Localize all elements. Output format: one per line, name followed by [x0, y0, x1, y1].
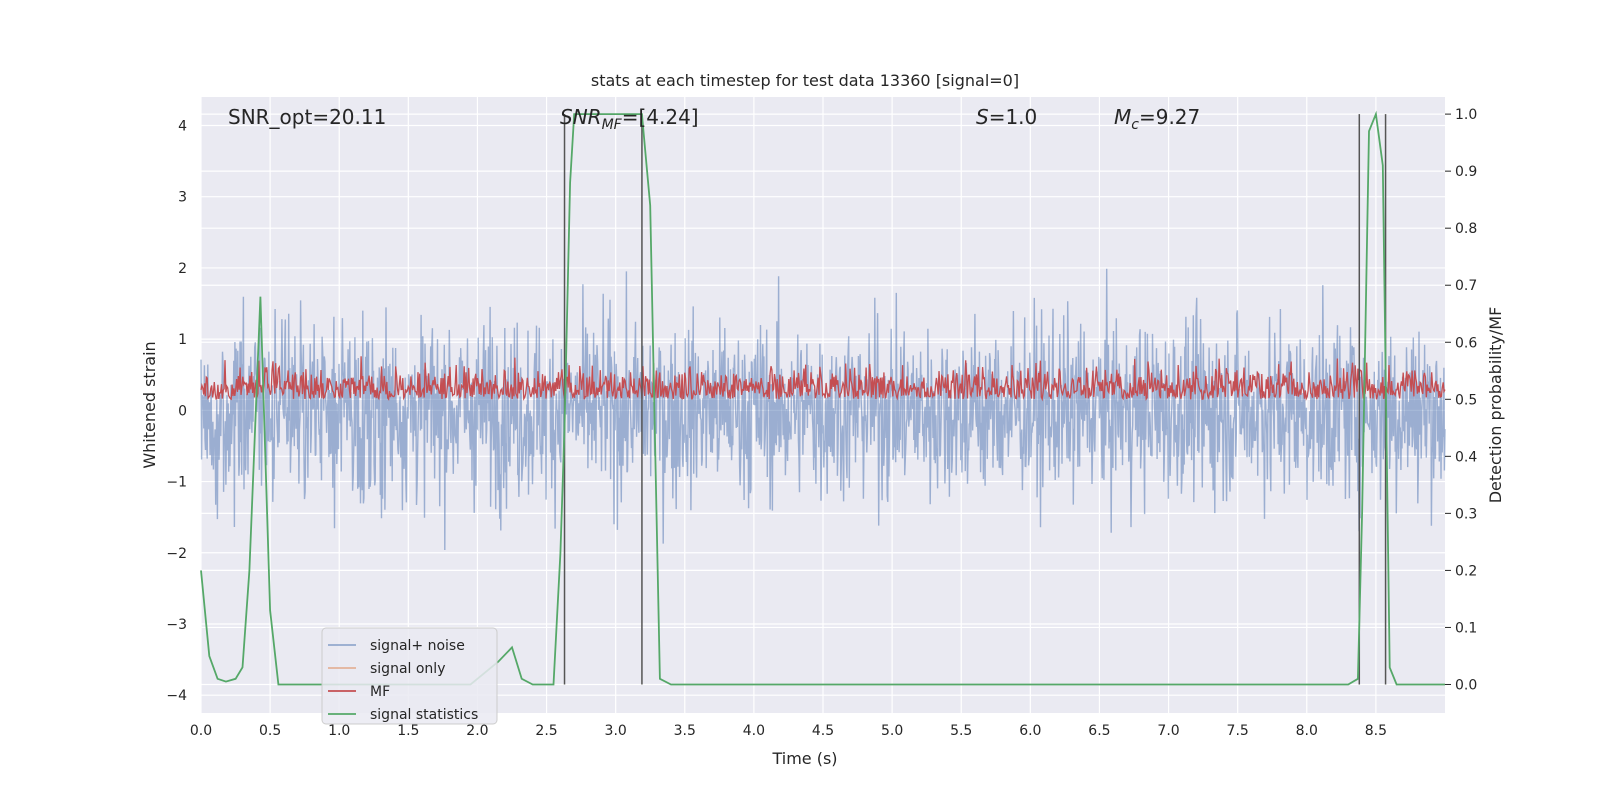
- signal-statistics-line: [200, 110, 1445, 686]
- y-right-axis-ticks: 1.0 0.9 0.8 0.7 0.6 0.5 0.4 0.3 0.2 0.1 0.0: [1445, 107, 1477, 693]
- legend-box: [321, 627, 498, 725]
- y-tick-label: 2: [178, 261, 187, 277]
- chart-title: stats at each timestep for test data 133…: [591, 71, 1019, 90]
- y-tick-label: −3: [166, 617, 187, 633]
- y-right-tick-label: 0.1: [1455, 620, 1477, 636]
- x-tick-label: 8.0: [1296, 723, 1318, 739]
- x-tick-label: 7.5: [1227, 723, 1249, 739]
- x-tick-label: 1.0: [328, 723, 350, 739]
- mf-line: [200, 356, 1446, 402]
- y-tick-label: −4: [166, 688, 187, 704]
- annotation-mc-sub: c: [1131, 117, 1139, 133]
- y-right-tick-label: 0.9: [1455, 164, 1477, 180]
- x-tick-label: 5.5: [950, 723, 972, 739]
- annotation-snr-mf-sub: MF: [602, 117, 623, 133]
- x-tick-label: 3.5: [674, 723, 696, 739]
- annotation-mc: Mc=9.27: [1114, 105, 1200, 133]
- x-tick-label: 0.0: [190, 723, 212, 739]
- y-right-axis-label: Detection probability/MF: [1486, 307, 1505, 504]
- x-tick-label: 7.0: [1157, 723, 1179, 739]
- x-tick-label: 6.5: [1088, 723, 1110, 739]
- x-tick-label: 5.0: [881, 723, 903, 739]
- y-tick-label: 3: [178, 190, 187, 206]
- y-tick-label: 4: [178, 118, 187, 134]
- annotation-snr-mf-base: SNR: [560, 105, 602, 129]
- annotation-snr-mf: SNRMF=[4.24]: [560, 105, 699, 133]
- signal-noise-line: [200, 268, 1446, 551]
- y-axis-ticks: 4 3 2 1 0 −1 −2 −3 −4: [166, 118, 187, 704]
- legend-label: signal only: [370, 661, 445, 677]
- y-right-tick-label: 0.0: [1455, 677, 1477, 693]
- x-tick-label: 4.5: [812, 723, 834, 739]
- annotation-s: S=1.0: [976, 105, 1037, 129]
- annotation-mc-value: =9.27: [1139, 105, 1200, 129]
- x-axis-label: Time (s): [771, 749, 837, 768]
- annotation-snr-mf-value: =[4.24]: [622, 105, 699, 129]
- y-right-tick-label: 0.5: [1455, 392, 1477, 408]
- y-right-tick-label: 1.0: [1455, 107, 1477, 123]
- y-right-tick-label: 0.6: [1455, 335, 1477, 351]
- x-tick-label: 0.5: [259, 723, 281, 739]
- x-tick-label: 3.0: [605, 723, 627, 739]
- y-right-tick-label: 0.8: [1455, 221, 1477, 237]
- x-tick-label: 2.0: [466, 723, 488, 739]
- y-axis-label: Whitened strain: [140, 341, 159, 468]
- legend-label: signal statistics: [370, 707, 478, 723]
- x-tick-label: 8.5: [1365, 723, 1387, 739]
- annotation-s-value: =1.0: [989, 105, 1038, 129]
- y-tick-label: −1: [166, 475, 187, 491]
- annotation-snr-opt: SNR_opt=20.11: [228, 105, 386, 129]
- y-right-tick-label: 0.3: [1455, 506, 1477, 522]
- y-right-tick-label: 0.2: [1455, 563, 1477, 579]
- x-tick-label: 1.5: [397, 723, 419, 739]
- x-tick-label: 2.5: [535, 723, 557, 739]
- series-mf: [200, 356, 1446, 402]
- legend-label: MF: [370, 684, 390, 700]
- series-signal-noise: [200, 268, 1446, 551]
- y-tick-label: 0: [178, 403, 187, 419]
- x-tick-label: 4.0: [743, 723, 765, 739]
- y-right-tick-label: 0.4: [1455, 449, 1477, 465]
- annotation-mc-var: M: [1114, 105, 1131, 129]
- y-right-tick-label: 0.7: [1455, 278, 1477, 294]
- y-tick-label: −2: [166, 546, 187, 562]
- legend-label: signal+ noise: [370, 638, 465, 654]
- series-signal-statistics: [200, 110, 1445, 686]
- legend: signal+ noise signal only MF signal statist…: [321, 627, 498, 725]
- x-axis-ticks: 0.0 0.5 1.0 1.5 2.0 2.5 3.0 3.5 4.0 4.5 5.0 5.5 6.0 6…: [190, 723, 1387, 739]
- y-tick-label: 1: [178, 332, 187, 348]
- annotation-s-var: S: [976, 105, 989, 129]
- x-tick-label: 6.0: [1019, 723, 1041, 739]
